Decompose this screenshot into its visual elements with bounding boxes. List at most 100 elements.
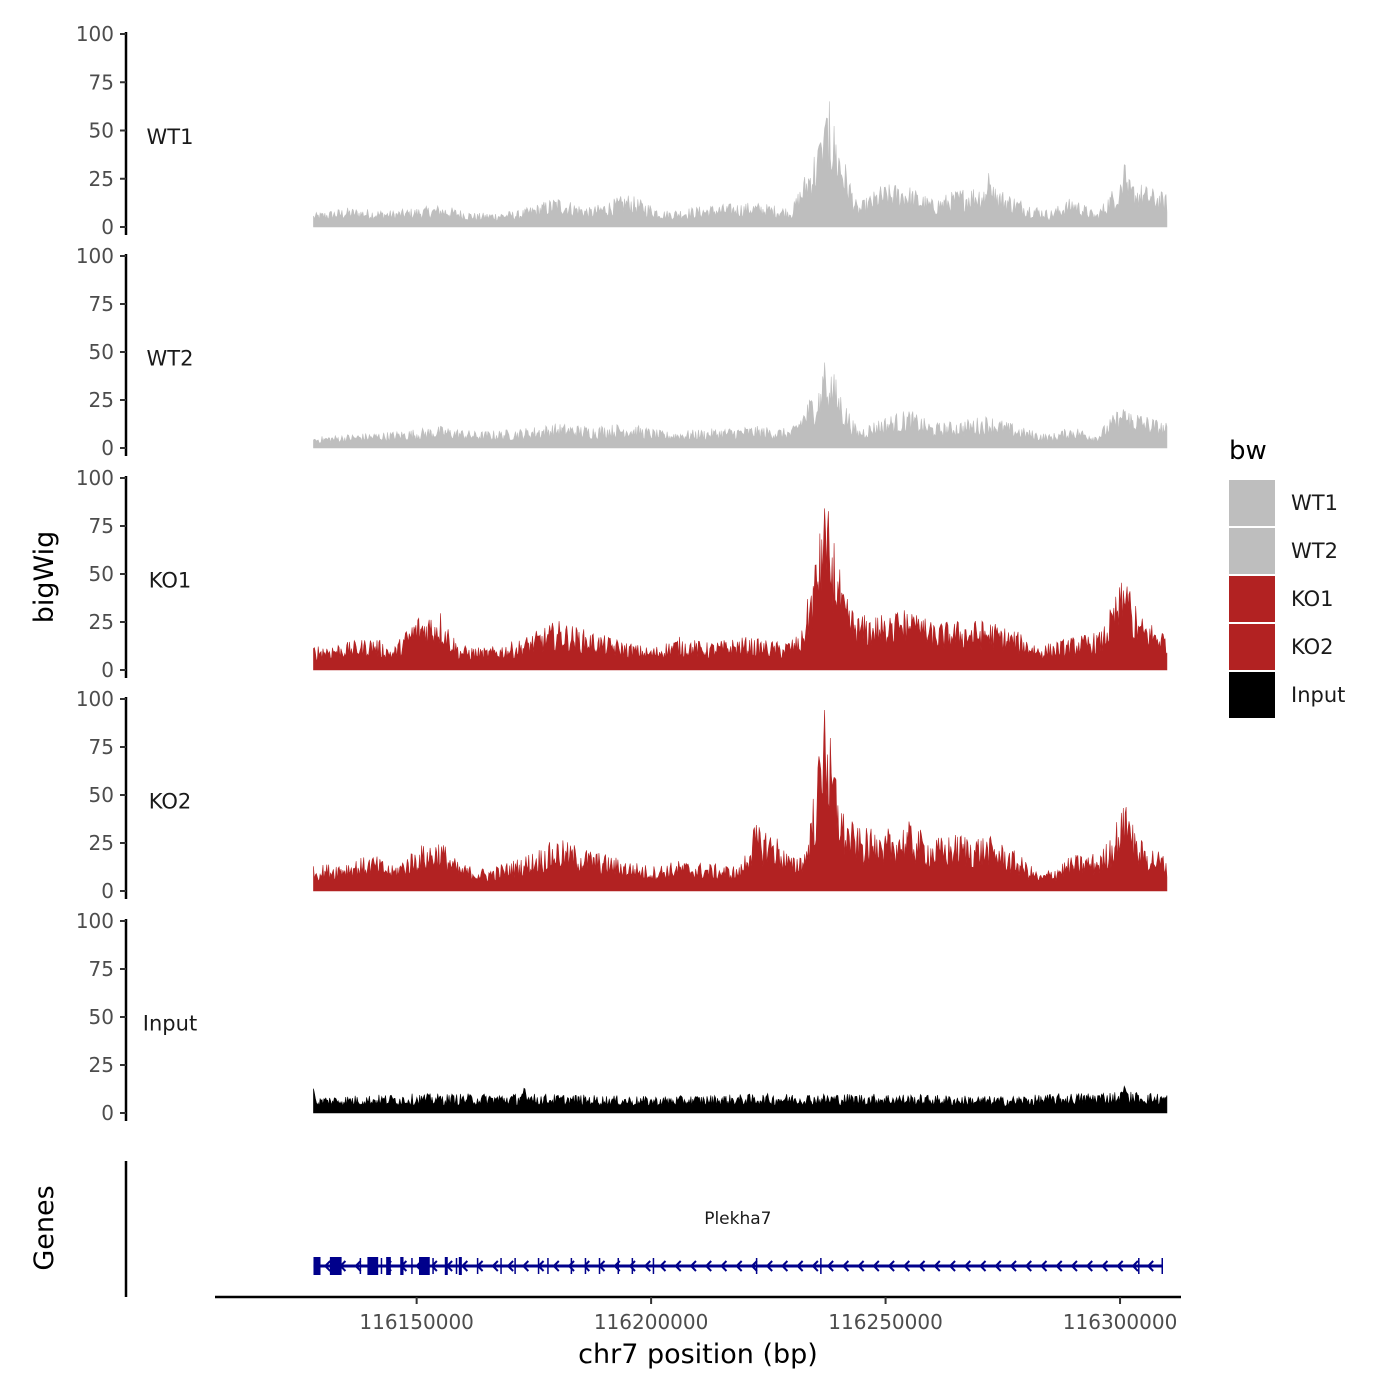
strand-arrow bbox=[1055, 1260, 1063, 1272]
strand-arrow bbox=[963, 1260, 971, 1272]
strand-arrow bbox=[735, 1260, 743, 1272]
legend-label-ko1: KO1 bbox=[1291, 587, 1334, 611]
strand-arrow bbox=[430, 1260, 438, 1272]
legend-title: bw bbox=[1229, 436, 1267, 466]
strand-arrow bbox=[674, 1260, 682, 1272]
strand-arrow bbox=[994, 1260, 1002, 1272]
y-tick-label: 25 bbox=[89, 167, 114, 191]
legend-label-wt2: WT2 bbox=[1291, 539, 1338, 563]
strand-arrow bbox=[811, 1260, 819, 1272]
strand-arrow bbox=[1146, 1260, 1154, 1272]
exon bbox=[329, 1257, 342, 1275]
strand-arrow bbox=[1024, 1260, 1032, 1272]
y-tick-label: 100 bbox=[76, 909, 114, 933]
exon bbox=[418, 1257, 430, 1275]
strand-arrow bbox=[765, 1260, 773, 1272]
y-tick-label: 50 bbox=[89, 340, 114, 364]
strand-arrow bbox=[887, 1260, 895, 1272]
track-input: 0 25 50 75 100 Input bbox=[76, 909, 1168, 1125]
bigwig-tracks: 0255075100WT10255075100WT20255075100KO10… bbox=[76, 22, 1168, 1125]
signal-area-input bbox=[313, 1085, 1168, 1114]
strand-arrow bbox=[1116, 1260, 1124, 1272]
y-tick-label: 75 bbox=[89, 292, 114, 316]
y-tick-label: 0 bbox=[101, 436, 114, 460]
track-label-wt2: WT2 bbox=[147, 346, 194, 370]
y-tick-label: 25 bbox=[89, 388, 114, 412]
strand-arrow bbox=[857, 1260, 865, 1272]
strand-arrow bbox=[1040, 1260, 1048, 1272]
strand-arrow bbox=[841, 1260, 850, 1272]
x-axis: 116150000 116200000 116250000 116300000 bbox=[215, 1295, 1181, 1334]
signal-area-ko2 bbox=[313, 709, 1168, 892]
y-tick-label: 0 bbox=[101, 1101, 114, 1125]
strand-arrow bbox=[491, 1260, 499, 1272]
strand-arrow bbox=[918, 1260, 926, 1272]
signal-area-wt1 bbox=[313, 101, 1168, 228]
legend-swatch-ko2 bbox=[1229, 624, 1275, 670]
strand-arrow bbox=[354, 1260, 362, 1272]
y-tick-label: 50 bbox=[89, 783, 114, 807]
legend: bw WT1 WT2 KO1 KO2 Input bbox=[1229, 436, 1345, 718]
legend-swatch-input bbox=[1229, 672, 1275, 718]
y-tick-label: 75 bbox=[89, 70, 114, 94]
y-tick-label: 0 bbox=[101, 658, 114, 682]
exon bbox=[400, 1257, 404, 1275]
strand-arrow bbox=[521, 1260, 530, 1272]
y-tick-label: 100 bbox=[76, 687, 114, 711]
y-tick-label: 0 bbox=[101, 215, 114, 239]
strand-arrow bbox=[1070, 1260, 1078, 1272]
y-tick-label: 75 bbox=[89, 514, 114, 538]
strand-arrow bbox=[689, 1260, 697, 1272]
strand-arrow bbox=[1085, 1260, 1093, 1272]
strand-arrow bbox=[1131, 1260, 1139, 1272]
gene-label: Plekha7 bbox=[704, 1209, 771, 1229]
exon bbox=[367, 1257, 379, 1275]
exon bbox=[313, 1257, 321, 1275]
exon bbox=[444, 1257, 448, 1275]
track-wt1: 0 25 50 75 100 WT1 bbox=[76, 22, 1168, 239]
signal-area-ko1 bbox=[313, 508, 1168, 671]
legend-label-wt1: WT1 bbox=[1291, 491, 1338, 515]
track-label-ko2: KO2 bbox=[149, 789, 192, 813]
track-label-ko1: KO1 bbox=[149, 568, 192, 592]
strand-arrow bbox=[826, 1260, 834, 1272]
strand-arrow bbox=[506, 1260, 514, 1272]
legend-swatch-ko1 bbox=[1229, 576, 1275, 622]
strand-arrow bbox=[796, 1260, 804, 1272]
track-label-input: Input bbox=[143, 1011, 197, 1035]
track-ko1: 0 25 50 75 100 KO1 bbox=[76, 466, 1168, 682]
strand-arrow bbox=[643, 1260, 651, 1272]
y-tick-label: 25 bbox=[89, 831, 114, 855]
strand-arrow bbox=[1101, 1260, 1109, 1272]
strand-arrow bbox=[582, 1260, 590, 1272]
gene-plekha7: Plekha7 bbox=[313, 1209, 1163, 1275]
y-tick-label: 50 bbox=[89, 1005, 114, 1029]
strand-arrow bbox=[659, 1260, 667, 1272]
y-tick-label: 25 bbox=[89, 1053, 114, 1077]
exon bbox=[386, 1257, 391, 1275]
strand-arrow bbox=[750, 1260, 758, 1272]
genes-track: Plekha7 bbox=[124, 1161, 1163, 1297]
y-tick-label: 25 bbox=[89, 610, 114, 634]
y-tick-label: 100 bbox=[76, 22, 114, 46]
strand-arrow bbox=[872, 1260, 880, 1272]
signal-area-wt2 bbox=[313, 362, 1168, 449]
x-tick-label: 116300000 bbox=[1063, 1310, 1178, 1334]
strand-arrow bbox=[323, 1260, 331, 1272]
y-axis-title: bigWig bbox=[29, 531, 60, 624]
y-tick-label: 100 bbox=[76, 466, 114, 490]
strand-arrow bbox=[460, 1260, 469, 1272]
legend-swatch-wt2 bbox=[1229, 528, 1275, 574]
strand-arrow bbox=[933, 1260, 941, 1272]
strand-arrow bbox=[552, 1260, 560, 1272]
strand-arrow bbox=[1009, 1260, 1017, 1272]
strand-arrow bbox=[704, 1260, 712, 1272]
strand-arrow bbox=[780, 1260, 789, 1272]
genes-track-title: Genes bbox=[29, 1185, 60, 1270]
track-label-wt1: WT1 bbox=[147, 125, 194, 149]
y-tick-label: 50 bbox=[89, 119, 114, 143]
legend-label-input: Input bbox=[1291, 683, 1345, 707]
strand-arrow bbox=[902, 1260, 911, 1272]
y-tick-label: 50 bbox=[89, 562, 114, 586]
